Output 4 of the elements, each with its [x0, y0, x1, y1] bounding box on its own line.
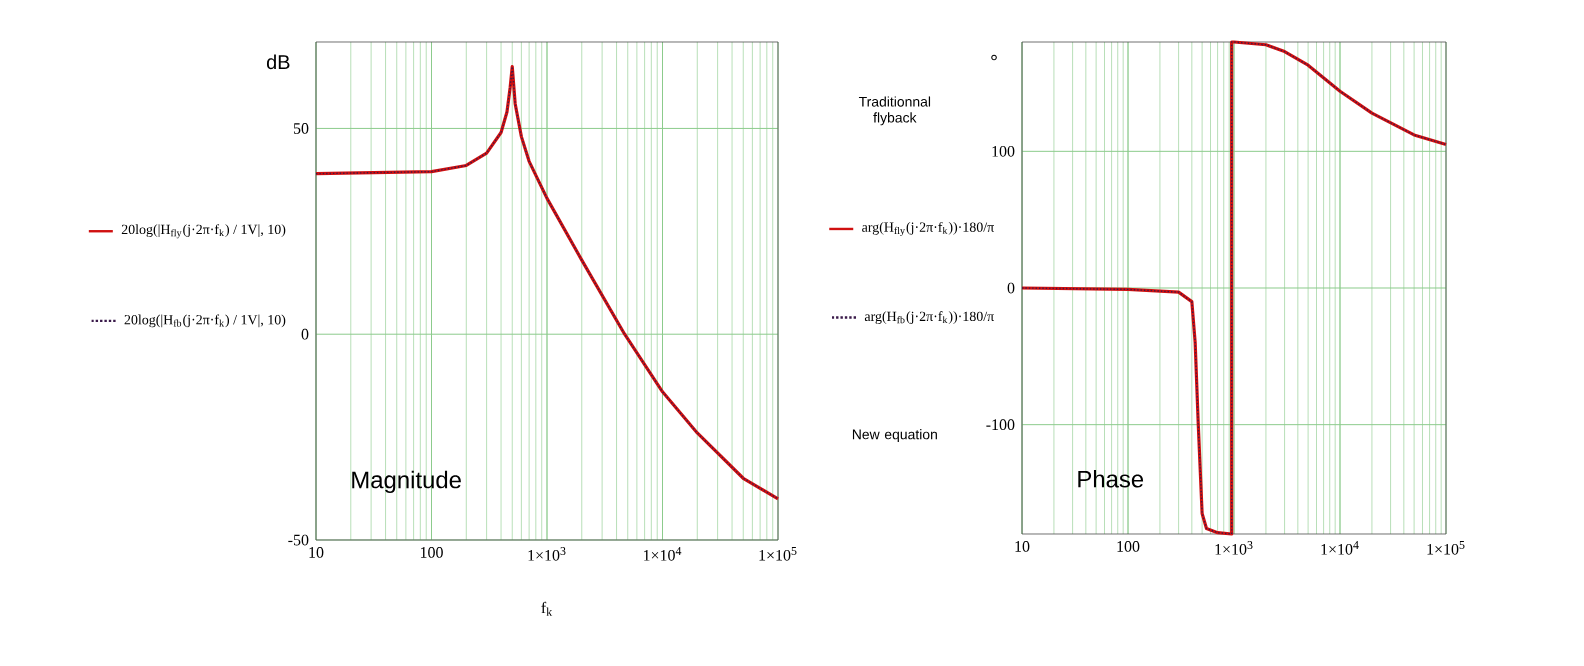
y-axis-title: dB: [266, 54, 290, 70]
annotation: Magnitude: [352, 470, 461, 494]
annotation: Phase: [1078, 470, 1144, 488]
y-axis-title: °: [991, 54, 997, 61]
